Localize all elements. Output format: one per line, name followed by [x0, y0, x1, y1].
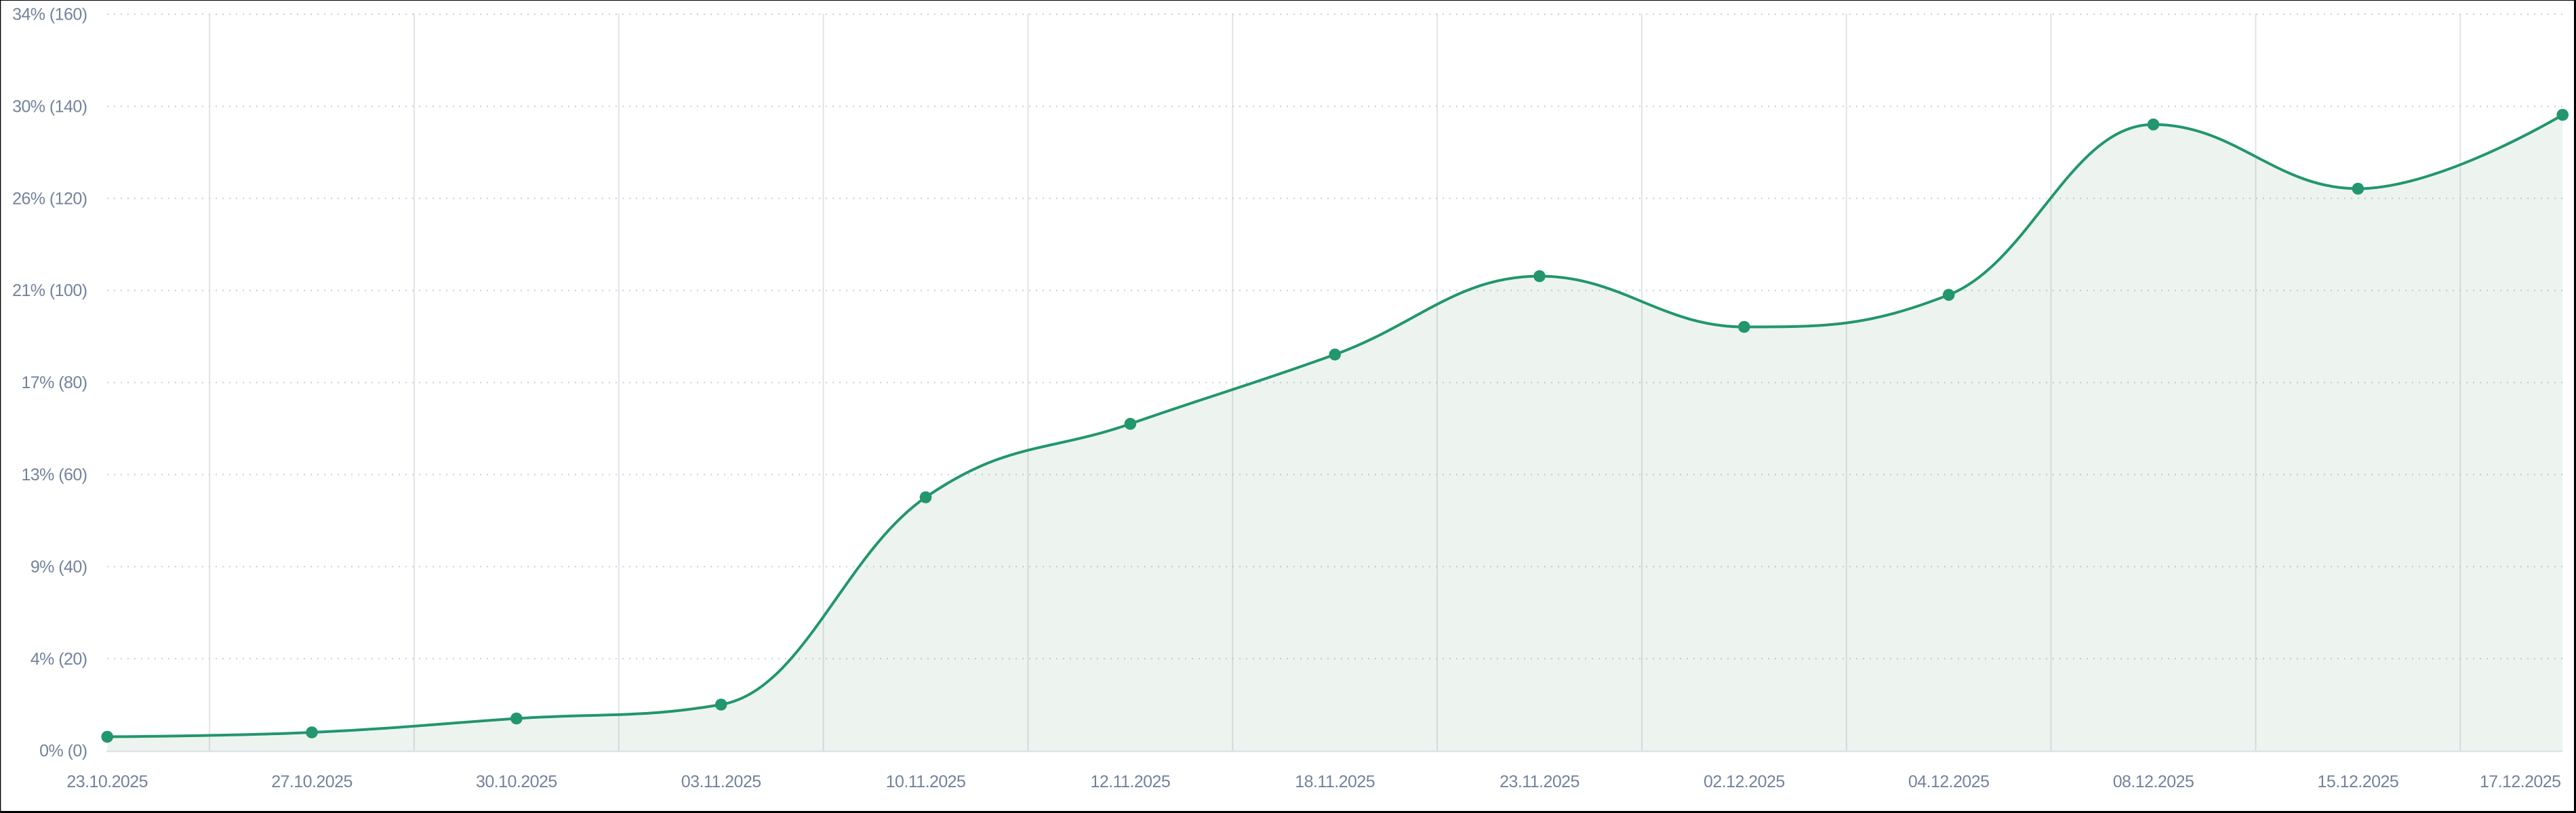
svg-text:27.10.2025: 27.10.2025 — [271, 772, 353, 791]
svg-text:26% (120): 26% (120) — [12, 189, 87, 208]
svg-text:02.12.2025: 02.12.2025 — [1704, 772, 1785, 791]
svg-text:18.11.2025: 18.11.2025 — [1295, 772, 1375, 791]
svg-text:03.11.2025: 03.11.2025 — [681, 772, 761, 791]
svg-text:23.11.2025: 23.11.2025 — [1500, 772, 1579, 791]
svg-text:34% (160): 34% (160) — [12, 5, 87, 24]
svg-text:13% (60): 13% (60) — [21, 465, 87, 484]
svg-text:23.10.2025: 23.10.2025 — [66, 772, 148, 791]
svg-text:30% (140): 30% (140) — [12, 97, 87, 116]
svg-text:04.12.2025: 04.12.2025 — [1908, 772, 1990, 791]
svg-text:08.12.2025: 08.12.2025 — [2113, 772, 2194, 791]
svg-text:21% (100): 21% (100) — [12, 281, 87, 300]
svg-text:30.10.2025: 30.10.2025 — [476, 772, 557, 791]
svg-text:4% (20): 4% (20) — [31, 650, 87, 669]
svg-text:0% (0): 0% (0) — [39, 742, 87, 761]
svg-text:12.11.2025: 12.11.2025 — [1090, 772, 1170, 791]
svg-text:10.11.2025: 10.11.2025 — [886, 772, 966, 791]
svg-text:9% (40): 9% (40) — [31, 558, 87, 577]
svg-text:15.12.2025: 15.12.2025 — [2318, 772, 2399, 791]
svg-text:17% (80): 17% (80) — [21, 373, 87, 392]
svg-text:17.12.2025: 17.12.2025 — [2480, 772, 2561, 791]
